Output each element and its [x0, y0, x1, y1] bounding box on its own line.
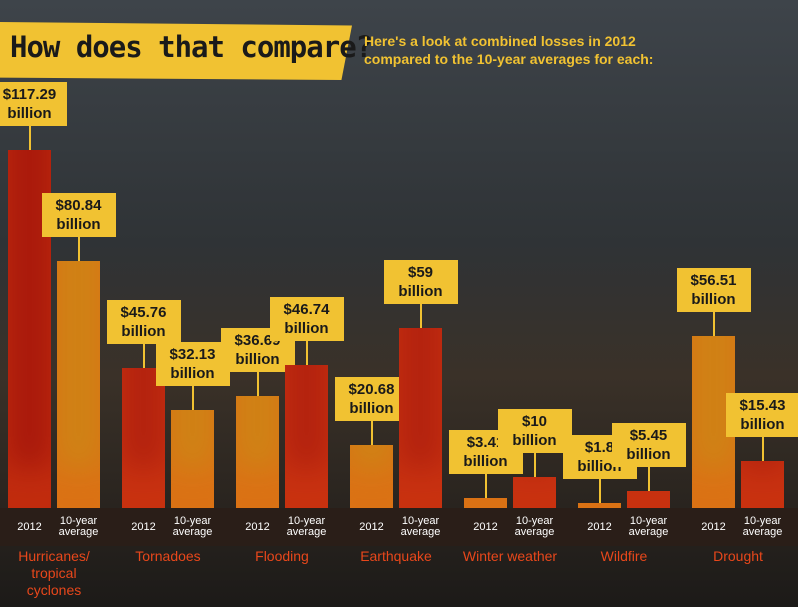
series-label: 2012 [17, 520, 42, 533]
category-label: Earthquake [360, 548, 432, 564]
bar [122, 368, 165, 508]
chart-subtitle: Here's a look at combined losses in 2012… [364, 33, 654, 67]
value-label: $10 billion [497, 409, 572, 454]
value-label: $15.43 billion [725, 392, 798, 437]
bar [627, 491, 670, 508]
series-label: 2012 [245, 520, 270, 533]
callout-stem [761, 436, 764, 461]
category-label: Hurricanes/ tropical cyclones [18, 548, 90, 598]
callout-stem [419, 303, 422, 328]
callout-stem [256, 372, 259, 396]
category-label: Flooding [255, 548, 309, 564]
category-label: Tornadoes [135, 548, 201, 564]
series-label: 2012 [587, 520, 612, 533]
bar [236, 396, 279, 508]
callout-stem [712, 311, 715, 336]
bar [578, 502, 621, 508]
value-label: $5.45 billion [611, 423, 686, 468]
value-label: $117.29 billion [0, 82, 67, 126]
category-label: Winter weather [462, 548, 558, 564]
title-banner [0, 22, 352, 80]
value-label: $32.13 billion [155, 341, 230, 386]
callout-stem [370, 420, 373, 445]
series-label: 10-year average [286, 515, 327, 538]
value-label: $46.74 billion [269, 297, 344, 342]
value-label: $45.76 billion [106, 300, 181, 345]
bar [741, 460, 784, 508]
category-label: Drought [713, 548, 763, 564]
callout-stem [533, 453, 536, 478]
callout-stem [598, 478, 601, 503]
series-label: 10-year average [628, 515, 669, 538]
callout-stem [484, 473, 487, 498]
callout-stem [305, 341, 308, 366]
bar [285, 365, 328, 508]
callout-stem [142, 344, 145, 369]
series-label: 10-year average [514, 515, 555, 538]
axis-band [0, 508, 798, 546]
series-label: 2012 [701, 520, 726, 533]
bar [464, 497, 507, 508]
bar [513, 477, 556, 508]
bar [399, 327, 442, 508]
bar [350, 444, 393, 508]
value-label: $80.84 billion [41, 193, 116, 238]
value-label: $59 billion [383, 259, 458, 304]
series-label: 10-year average [172, 515, 213, 538]
value-label: $20.68 billion [334, 376, 409, 421]
series-label: 10-year average [400, 515, 441, 538]
bar [171, 409, 214, 508]
series-label: 10-year average [742, 515, 783, 538]
series-label: 2012 [473, 520, 498, 533]
callout-stem [647, 467, 650, 492]
callout-stem [28, 126, 31, 150]
category-label: Wildfire [600, 548, 648, 564]
chart-title: How does that compare? [10, 30, 373, 64]
bar [57, 261, 100, 508]
value-label: $56.51 billion [676, 267, 751, 312]
callout-stem [77, 237, 80, 262]
series-label: 2012 [131, 520, 156, 533]
series-label: 2012 [359, 520, 384, 533]
series-label: 10-year average [58, 515, 99, 538]
callout-stem [191, 385, 194, 410]
